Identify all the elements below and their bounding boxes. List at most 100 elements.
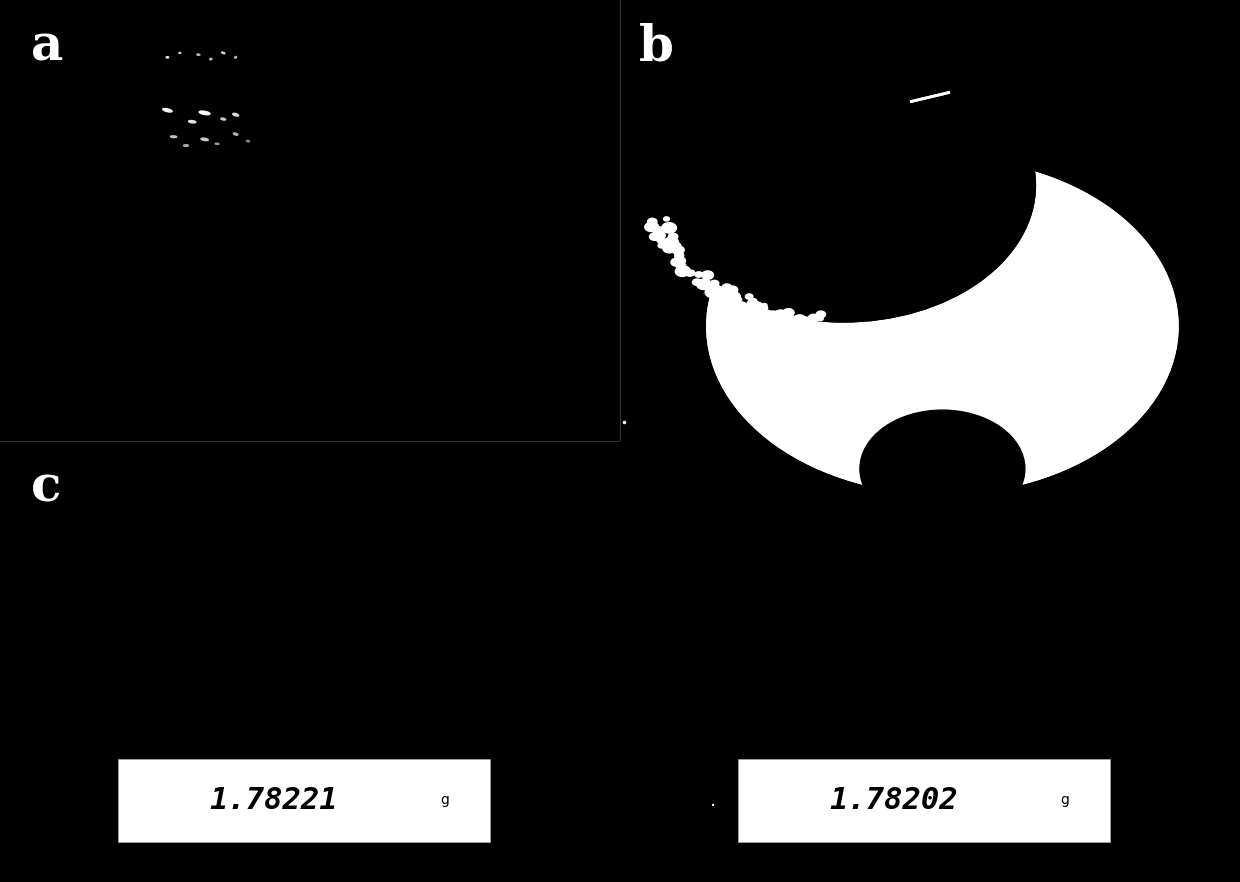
Circle shape [745,294,753,299]
Circle shape [696,272,703,277]
Circle shape [817,317,823,321]
Text: g: g [440,794,450,807]
Circle shape [672,249,680,254]
Ellipse shape [201,138,208,140]
Circle shape [801,318,811,325]
Circle shape [766,311,779,320]
Circle shape [774,310,787,320]
Ellipse shape [234,56,237,58]
Circle shape [760,310,771,319]
Circle shape [702,280,711,286]
Text: d: d [639,463,673,512]
Circle shape [652,227,663,235]
Circle shape [673,257,686,265]
Ellipse shape [233,113,238,116]
Circle shape [645,222,657,231]
Circle shape [657,237,666,243]
Circle shape [733,299,740,305]
Ellipse shape [171,136,176,138]
Circle shape [749,302,763,311]
Circle shape [671,243,681,250]
Ellipse shape [197,54,200,56]
Circle shape [816,311,826,318]
Circle shape [751,307,758,311]
Circle shape [675,254,681,258]
Circle shape [702,271,713,280]
Circle shape [646,222,658,231]
Circle shape [734,302,748,311]
Bar [620,441,1240,882]
Circle shape [801,318,811,325]
Circle shape [663,217,670,221]
Circle shape [658,243,666,248]
Circle shape [714,286,720,290]
Ellipse shape [166,56,169,58]
Circle shape [697,280,711,289]
Circle shape [687,270,694,276]
Ellipse shape [184,145,188,146]
Circle shape [775,310,786,318]
Text: g: g [1060,794,1070,807]
Ellipse shape [188,121,196,123]
Circle shape [782,309,794,317]
Circle shape [787,318,797,325]
Circle shape [711,280,719,287]
Circle shape [727,286,738,294]
Text: .: . [709,791,717,810]
Text: 1.78202: 1.78202 [830,786,959,815]
Circle shape [760,310,773,318]
Circle shape [714,288,728,297]
Circle shape [758,304,768,311]
Circle shape [650,233,660,241]
Circle shape [675,252,683,258]
Circle shape [808,318,817,324]
Text: c: c [31,463,61,512]
Circle shape [787,316,797,323]
Circle shape [722,284,732,291]
Ellipse shape [179,52,181,54]
Circle shape [735,297,742,302]
Text: a: a [31,22,63,71]
FancyBboxPatch shape [118,759,490,842]
Circle shape [706,288,719,297]
Ellipse shape [221,118,226,120]
Circle shape [652,231,666,240]
Text: 1.78221: 1.78221 [210,786,339,815]
Circle shape [707,281,717,288]
Circle shape [677,263,686,269]
FancyBboxPatch shape [738,759,1110,842]
Ellipse shape [216,143,218,145]
Ellipse shape [200,111,210,115]
Circle shape [808,314,818,322]
Circle shape [707,159,1178,494]
Ellipse shape [162,108,172,112]
Circle shape [748,301,755,306]
Ellipse shape [222,52,224,54]
Circle shape [668,233,678,240]
Circle shape [786,309,792,313]
Ellipse shape [233,133,238,135]
Circle shape [651,49,1035,322]
Circle shape [794,315,806,324]
Ellipse shape [247,140,249,142]
Circle shape [764,313,779,324]
Circle shape [673,246,684,254]
Circle shape [647,218,657,225]
Circle shape [749,298,756,304]
Circle shape [663,243,676,253]
Circle shape [665,237,678,247]
Circle shape [686,272,693,276]
Circle shape [727,292,740,301]
Text: b: b [639,22,673,71]
Circle shape [676,265,682,269]
Circle shape [792,317,806,326]
Circle shape [725,288,737,295]
Circle shape [707,159,1178,494]
Circle shape [678,266,691,275]
Ellipse shape [210,58,212,60]
Circle shape [692,279,702,286]
Circle shape [651,49,1035,322]
Circle shape [671,258,682,266]
Circle shape [861,410,1024,527]
Circle shape [676,266,689,276]
